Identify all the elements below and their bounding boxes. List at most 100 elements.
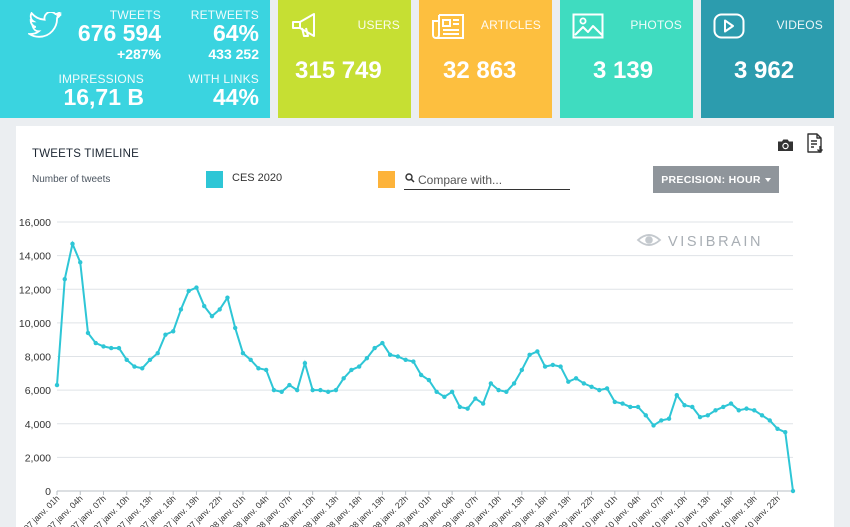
data-point[interactable] [372,345,377,351]
data-point[interactable] [116,345,122,351]
data-point[interactable] [356,364,362,369]
data-point[interactable] [240,350,246,356]
data-point[interactable] [457,404,463,410]
data-point[interactable] [651,423,656,428]
data-point[interactable] [217,307,222,312]
users-tile[interactable]: USERS 315 749 [278,0,411,118]
data-point[interactable] [70,241,75,247]
precision-dropdown[interactable]: PRECISION: HOUR [653,166,779,193]
data-point[interactable] [294,387,300,393]
data-point[interactable] [186,288,191,294]
data-point[interactable] [527,352,532,358]
data-point[interactable] [178,307,184,312]
data-point[interactable] [705,413,710,418]
data-point[interactable] [566,379,571,384]
data-point[interactable] [783,429,788,435]
data-point[interactable] [256,366,261,371]
data-point[interactable] [612,399,618,405]
data-point[interactable] [62,276,67,282]
data-point[interactable] [674,392,679,398]
data-point[interactable] [287,382,292,388]
data-point[interactable] [387,352,393,358]
data-point[interactable] [643,413,648,418]
data-point[interactable] [202,303,207,309]
data-point[interactable] [434,389,439,395]
data-point[interactable] [666,416,672,421]
data-point[interactable] [364,355,370,361]
data-point[interactable] [542,364,548,369]
data-point[interactable] [411,359,416,364]
data-point[interactable] [713,408,718,413]
data-point[interactable] [659,418,664,423]
data-point[interactable] [85,330,91,336]
data-point[interactable] [302,361,308,366]
legend-label-ces-2020[interactable]: CES 2020 [232,172,283,184]
data-point[interactable] [54,382,60,388]
data-point[interactable] [442,394,447,400]
tweets-stats-tile[interactable]: TWEETS 676 594 +287% RETWEETS 64% 433 25… [0,0,270,118]
data-point[interactable] [697,414,703,420]
data-point[interactable] [426,377,432,383]
data-point[interactable] [232,325,238,331]
data-point[interactable] [341,376,346,381]
videos-tile[interactable]: VIDEOS 3 962 [701,0,834,118]
data-point[interactable] [279,389,284,395]
compare-input[interactable] [418,171,566,188]
legend-swatch-ces-2020[interactable] [206,171,223,188]
data-point[interactable] [132,364,137,369]
data-point[interactable] [140,366,145,371]
data-point[interactable] [403,357,408,363]
data-point[interactable] [744,406,749,411]
data-point[interactable] [318,387,323,393]
data-point[interactable] [682,403,687,408]
photos-tile[interactable]: PHOTOS 3 139 [560,0,693,118]
data-point[interactable] [248,357,253,363]
data-point[interactable] [325,389,331,395]
data-point[interactable] [310,387,315,393]
data-point[interactable] [511,381,517,386]
data-point[interactable] [519,367,525,373]
data-point[interactable] [171,329,176,334]
data-point[interactable] [736,408,741,413]
data-point[interactable] [78,260,83,265]
data-point[interactable] [535,349,540,354]
data-point[interactable] [759,413,765,418]
data-point[interactable] [496,387,501,393]
data-point[interactable] [635,404,641,410]
data-point[interactable] [473,396,478,401]
data-point[interactable] [163,332,168,337]
data-point[interactable] [155,350,160,356]
data-point[interactable] [380,340,385,346]
data-point[interactable] [209,313,215,319]
export-document-icon[interactable] [806,133,824,155]
data-point[interactable] [604,386,610,391]
data-point[interactable] [101,344,106,349]
data-point[interactable] [418,372,424,378]
articles-tile[interactable]: ARTICLES 32 863 [419,0,552,118]
data-point[interactable] [263,367,269,373]
data-point[interactable] [465,406,470,411]
data-point[interactable] [349,367,354,373]
legend-swatch-compare[interactable] [378,171,395,188]
camera-icon[interactable] [777,138,794,152]
data-point[interactable] [504,389,509,395]
data-point[interactable] [581,381,587,386]
data-point[interactable] [775,426,780,431]
data-point[interactable] [225,295,230,300]
data-point[interactable] [147,357,153,363]
data-point[interactable] [124,357,129,363]
data-point[interactable] [271,387,277,393]
data-point[interactable] [395,354,401,359]
data-point[interactable] [721,404,726,410]
data-point[interactable] [480,401,486,406]
data-point[interactable] [628,404,633,410]
data-point[interactable] [93,340,98,346]
data-point[interactable] [620,401,625,406]
data-point[interactable] [790,488,796,494]
data-point[interactable] [728,401,734,406]
data-point[interactable] [488,381,494,386]
data-point[interactable] [573,376,579,381]
data-point[interactable] [333,387,339,393]
data-point[interactable] [194,285,199,290]
data-point[interactable] [589,384,594,389]
